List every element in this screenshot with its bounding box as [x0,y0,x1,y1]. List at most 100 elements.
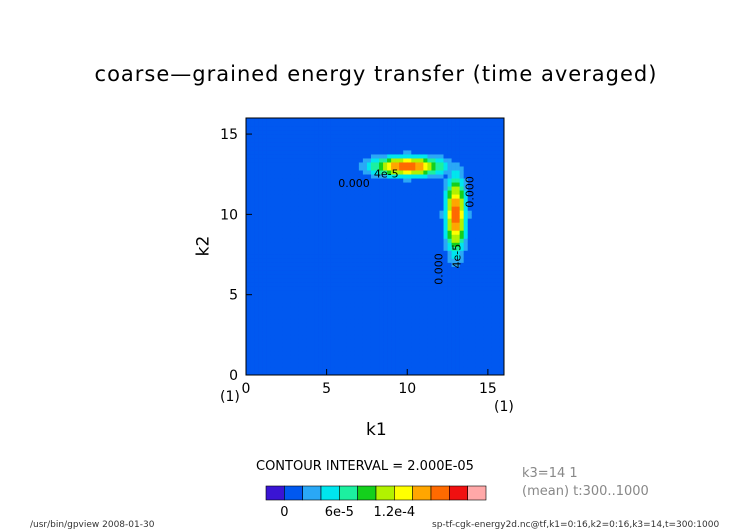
contour-cell [475,366,481,372]
contour-cell [310,186,315,191]
contour-cell [383,318,388,324]
contour-cell [258,218,263,223]
contour-cell [294,362,299,368]
contour-cell [362,354,368,360]
contour-cell [419,286,424,291]
contour-cell [250,206,255,211]
contour-cell [451,210,456,215]
contour-cell [471,126,477,131]
contour-cell [415,342,420,348]
contour-cell [278,122,283,127]
contour-cell [439,170,444,175]
contour-cell [383,118,388,123]
contour-cell [487,274,493,279]
contour-cell [495,174,501,179]
contour-cell [302,166,307,171]
contour-cell [463,242,469,247]
contour-cell [479,290,485,295]
contour-cell [463,274,469,279]
contour-cell [302,118,307,123]
contour-cell [278,334,283,340]
contour-cell [435,158,440,163]
contour-cell [322,118,327,123]
contour-cell [475,146,481,151]
contour-cell [306,214,311,219]
contour-cell [495,346,501,352]
contour-cell [282,122,287,127]
contour-cell [475,150,481,155]
contour-cell [362,202,368,207]
contour-cell [330,298,335,304]
contour-cell [342,270,348,275]
contour-cell [362,162,368,167]
contour-cell [459,202,464,207]
contour-cell [395,126,400,131]
contour-cell [342,274,348,279]
contour-cell [354,202,360,207]
contour-cell [278,318,283,324]
contour-cell [286,246,291,251]
contour-cell [459,338,464,344]
contour-cell [391,266,396,271]
contour-cell [415,230,420,235]
contour-cell [346,182,352,187]
contour-cell [499,286,505,291]
contour-cell [334,310,340,316]
contour-cell [298,326,303,332]
contour-cell [495,242,501,247]
contour-cell [423,190,428,195]
contour-cell [298,234,303,239]
contour-cell [467,238,473,243]
contour-cell [495,322,501,328]
contour-cell [399,134,404,139]
contour-cell [375,310,380,316]
contour-cell [366,250,372,255]
contour-cell [431,278,436,283]
contour-cell [439,318,444,324]
contour-cell [439,150,444,155]
contour-cell [334,166,340,171]
contour-cell [487,122,493,127]
contour-cell [354,170,360,175]
contour-cell [330,142,335,147]
contour-cell [495,294,501,300]
contour-cell [467,178,473,183]
contour-cell [326,174,331,179]
contour-cell [302,262,307,267]
contour-cell [290,118,295,123]
contour-cell [435,142,440,147]
contour-cell [366,282,372,287]
contour-cell [270,258,275,263]
contour-cell [495,118,501,123]
contour-cell [399,326,404,332]
contour-cell [314,242,319,247]
contour-cell [399,146,404,151]
contour-cell [366,350,372,356]
contour-cell [399,314,404,320]
contour-cell [431,146,436,151]
contour-interval-label: CONTOUR INTERVAL = 2.000E-05 [256,459,474,474]
contour-cell [471,234,477,239]
contour-cell [322,150,327,155]
contour-cell [298,226,303,231]
contour-cell [387,250,392,255]
contour-cell [487,246,493,251]
contour-cell [455,358,460,364]
contour-cell [306,358,311,364]
contour-cell [262,194,267,199]
contour-cell [306,322,311,328]
contour-cell [318,162,323,167]
contour-cell [491,190,497,195]
contour-cell [314,278,319,283]
contour-cell [262,322,267,328]
contour-cell [427,334,432,340]
contour-cell [415,150,420,155]
contour-cell [350,286,356,291]
contour-cell [322,282,327,287]
contour-cell [246,162,251,167]
contour-cell [330,286,335,291]
contour-cell [330,138,335,143]
contour-cell [258,162,263,167]
contour-cell [350,314,356,320]
contour-cell [447,330,452,336]
